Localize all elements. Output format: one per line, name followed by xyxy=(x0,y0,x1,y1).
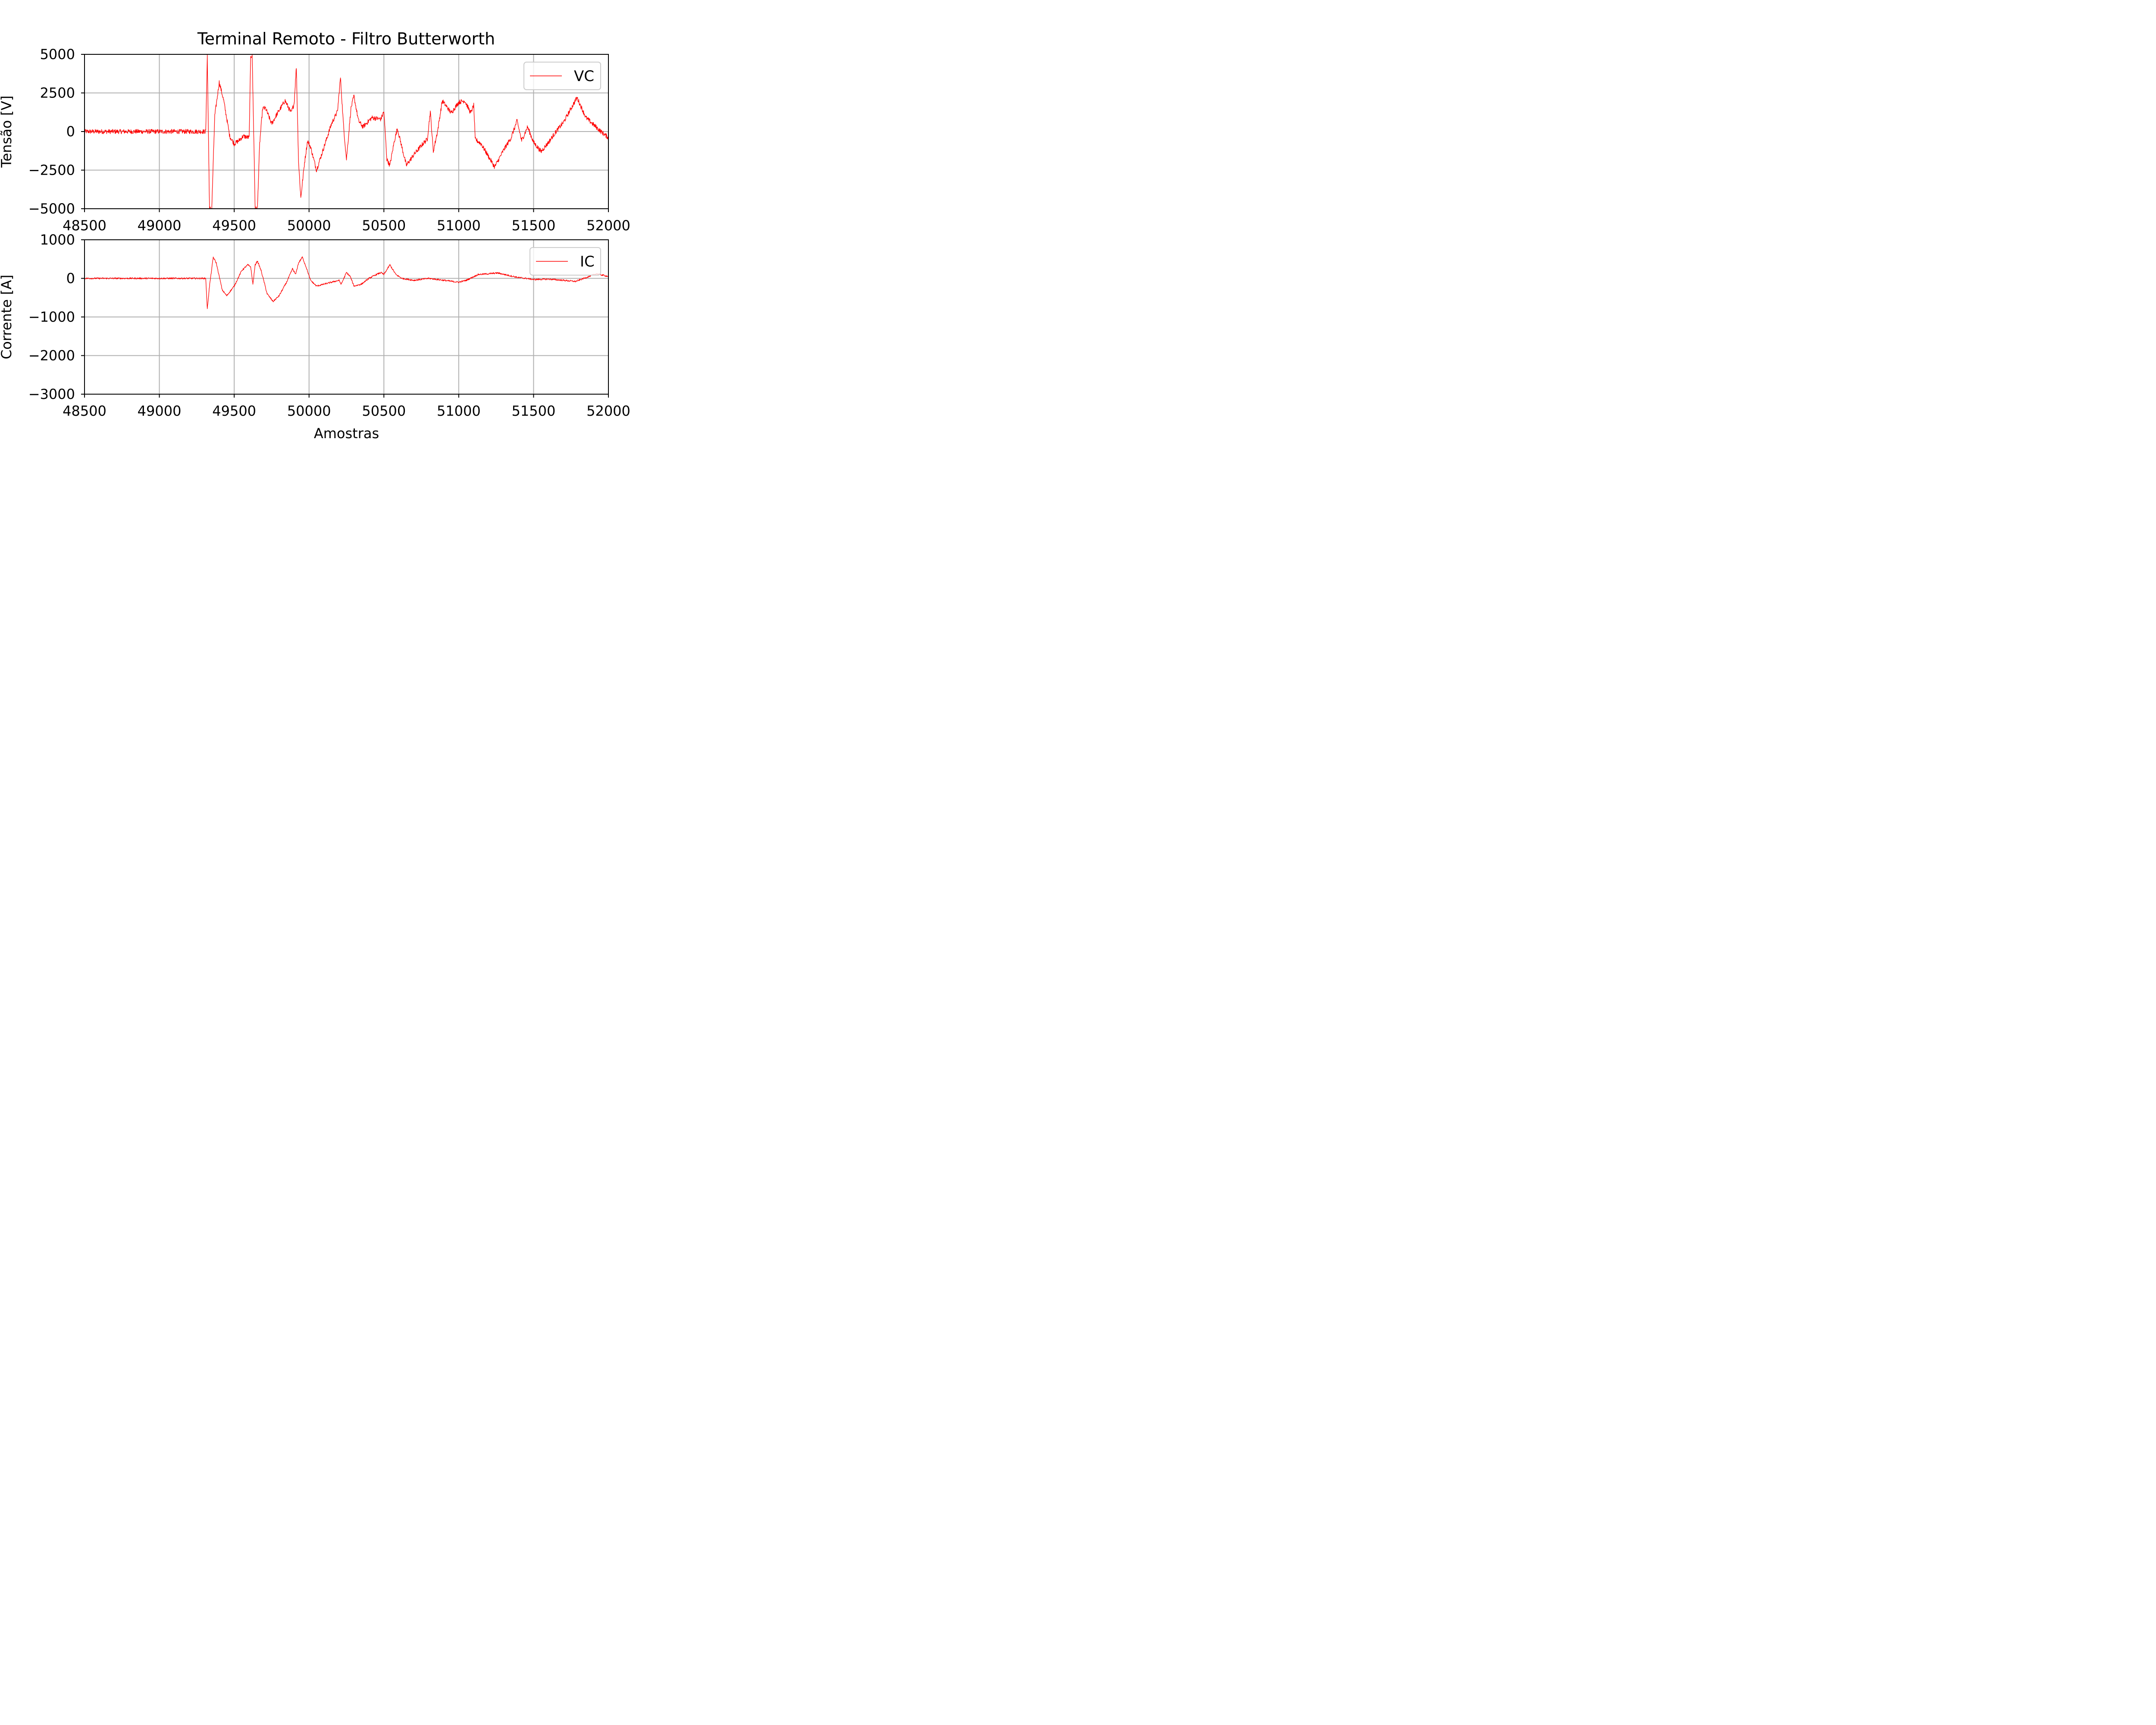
y-tick-label: −5000 xyxy=(28,201,75,217)
x-tick-label: 51000 xyxy=(437,403,481,419)
x-tick-label: 49000 xyxy=(138,403,182,419)
x-tick-label: 48500 xyxy=(63,403,107,419)
y-tick-label: 5000 xyxy=(40,46,75,63)
y-tick-label: −2000 xyxy=(28,348,75,364)
x-tick-label: 51000 xyxy=(437,217,481,234)
chart-title: Terminal Remoto - Filtro Butterworth xyxy=(197,29,495,48)
y-tick-label: 0 xyxy=(66,123,75,140)
y-axis-label: Corrente [A] xyxy=(0,275,15,359)
x-tick-label: 49000 xyxy=(138,217,182,234)
x-tick-label: 50000 xyxy=(287,217,331,234)
y-tick-label: −1000 xyxy=(28,309,75,325)
x-tick-label: 52000 xyxy=(586,217,630,234)
x-axis-label: Amostras xyxy=(314,425,379,442)
x-tick-label: 52000 xyxy=(586,403,630,419)
x-tick-label: 51500 xyxy=(512,217,556,234)
x-tick-label: 49500 xyxy=(212,217,256,234)
legend: IC xyxy=(530,247,601,276)
legend-label: IC xyxy=(580,253,595,270)
y-tick-label: 1000 xyxy=(40,232,75,248)
x-tick-label: 50500 xyxy=(362,403,406,419)
legend-label: VC xyxy=(574,68,594,85)
y-tick-label: −3000 xyxy=(28,386,75,402)
x-tick-label: 51500 xyxy=(512,403,556,419)
x-tick-label: 48500 xyxy=(63,217,107,234)
x-tick-label: 49500 xyxy=(212,403,256,419)
x-tick-label: 50000 xyxy=(287,403,331,419)
y-tick-label: 2500 xyxy=(40,85,75,101)
y-axis-label: Tensão [V] xyxy=(0,96,15,168)
chart-svg: Terminal Remoto - Filtro Butterworth 485… xyxy=(0,0,667,445)
subplot-ic: 48500 49000 49500 50000 50500 51000 51500 52000… xyxy=(0,232,630,442)
y-tick-label: −2500 xyxy=(28,162,75,179)
series-line-vc xyxy=(85,54,608,209)
x-tick-label: 50500 xyxy=(362,217,406,234)
figure: Terminal Remoto - Filtro Butterworth 485… xyxy=(0,0,667,445)
series-line-ic xyxy=(85,256,608,309)
axes-layer: 48500 49000 49500 50000 50500 51000 51500 52000… xyxy=(0,46,630,442)
legend: VC xyxy=(523,62,601,90)
subplot-vc: 48500 49000 49500 50000 50500 51000 51500 52000… xyxy=(0,46,630,234)
legend-box xyxy=(523,62,601,90)
y-tick-label: 0 xyxy=(66,270,75,287)
